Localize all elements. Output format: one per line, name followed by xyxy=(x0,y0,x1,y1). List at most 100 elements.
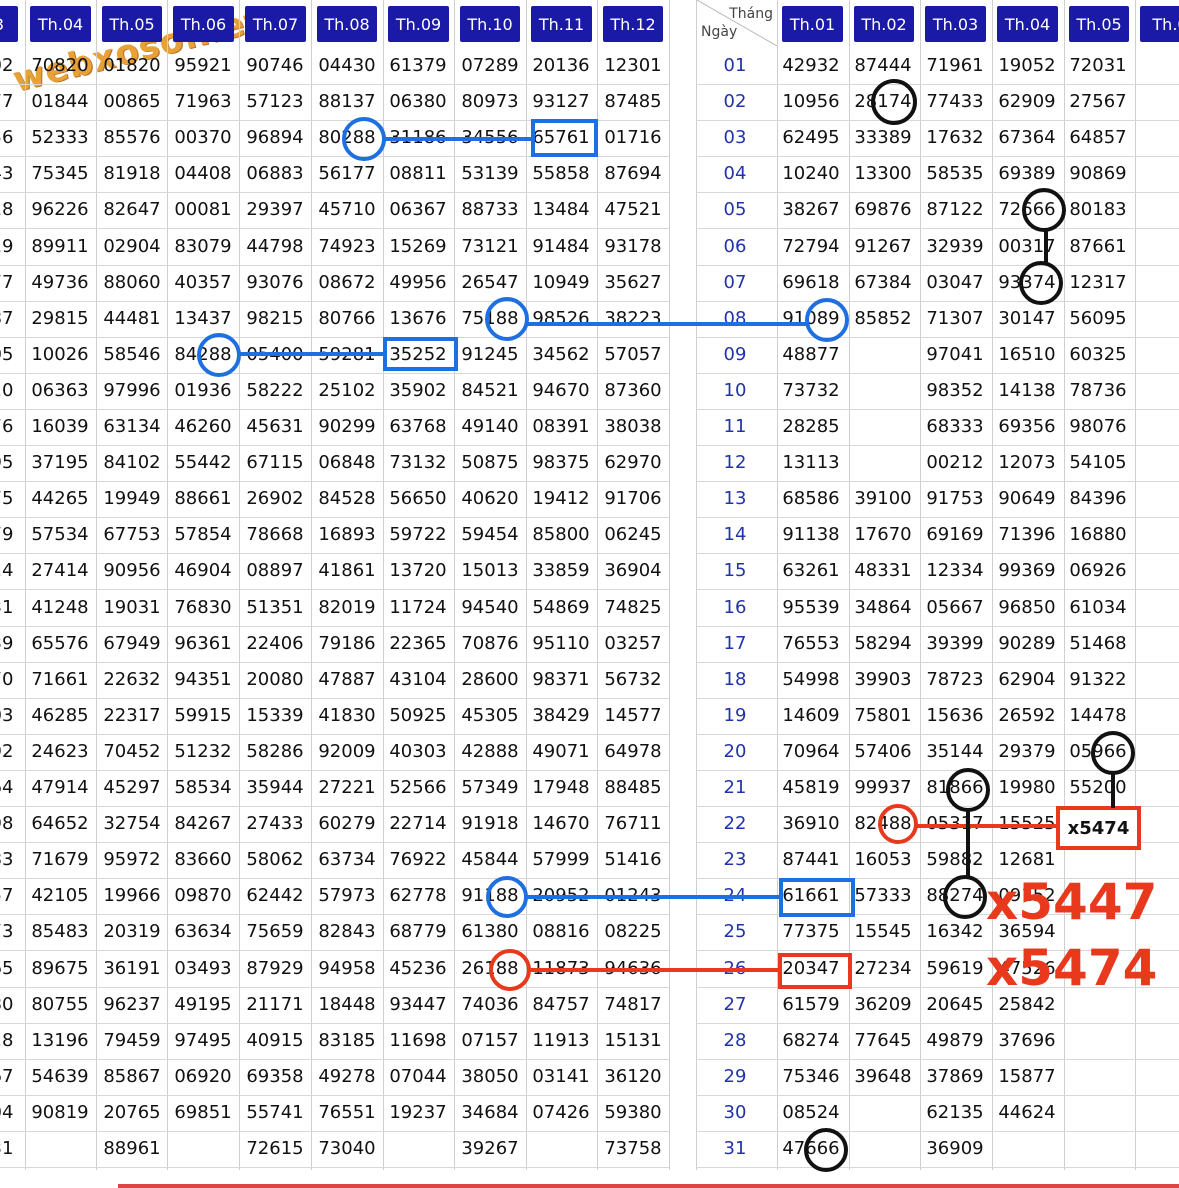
row-divider xyxy=(696,192,1179,194)
month-header-right-1[interactable]: Th.02 xyxy=(854,6,914,42)
result-cell: 05667 xyxy=(926,596,984,618)
result-cell: 97495 xyxy=(174,1029,232,1051)
month-header-6[interactable]: Th.09 xyxy=(388,6,449,42)
result-cell: 11913 xyxy=(532,1029,590,1051)
result-cell: 02904 xyxy=(103,235,161,257)
result-cell: 30147 xyxy=(998,307,1056,329)
result-cell: 36909 xyxy=(926,1138,984,1159)
result-cell: 68586 xyxy=(782,488,840,510)
result-cell: 55741 xyxy=(246,1101,304,1123)
result-cell: 16342 xyxy=(926,921,984,943)
result-cell xyxy=(1062,1095,1134,1131)
month-header-right-4[interactable]: Th.05 xyxy=(1069,6,1129,42)
result-cell: 34562 xyxy=(532,343,590,365)
result-cell: 88060 xyxy=(103,271,161,293)
result-cell xyxy=(847,409,919,445)
month-header-1[interactable]: Th.04 xyxy=(30,6,91,42)
result-cell: 16880 xyxy=(1069,524,1127,546)
day-number: 12 xyxy=(723,452,747,474)
result-cell: 77 xyxy=(0,271,14,293)
day-number: 15 xyxy=(723,560,747,582)
result-cell: 72666 xyxy=(998,199,1056,221)
row-divider xyxy=(696,156,1179,158)
result-cell: 58535 xyxy=(926,163,984,185)
result-cell: 40303 xyxy=(389,740,447,762)
result-cell: 97041 xyxy=(926,343,984,365)
month-header-4[interactable]: Th.07 xyxy=(245,6,306,42)
month-header-8[interactable]: Th.11 xyxy=(531,6,592,42)
result-cell: 87444 xyxy=(854,55,912,76)
result-cell: 67 xyxy=(0,1065,14,1087)
column-divider xyxy=(669,0,670,1170)
result-cell: 19980 xyxy=(998,777,1056,798)
result-cell: 49879 xyxy=(926,1029,984,1051)
result-cell: 19966 xyxy=(103,885,161,907)
result-cell: 40620 xyxy=(461,488,519,510)
month-header-7[interactable]: Th.10 xyxy=(460,6,520,42)
month-header-3[interactable]: Th.06 xyxy=(173,6,234,42)
row-divider xyxy=(0,1022,669,1024)
result-cell: 54639 xyxy=(31,1065,89,1087)
result-cell: 19412 xyxy=(532,488,590,510)
result-cell: 74923 xyxy=(318,235,376,257)
result-cell: 36594 xyxy=(998,921,1056,943)
result-cell: 98 xyxy=(0,813,14,835)
result-cell: 76551 xyxy=(318,1101,376,1123)
result-cell: 50925 xyxy=(389,704,447,726)
result-cell: 00081 xyxy=(174,199,232,221)
month-header-right-0[interactable]: Th.01 xyxy=(782,6,843,42)
result-cell: 31186 xyxy=(389,127,447,149)
result-cell: 60279 xyxy=(318,813,376,835)
result-cell: 84521 xyxy=(461,379,519,401)
month-header-2[interactable]: Th.05 xyxy=(102,6,162,42)
result-cell: 56650 xyxy=(389,488,447,510)
result-cell: 49956 xyxy=(389,271,447,293)
result-cell: 84528 xyxy=(318,488,376,510)
result-cell: 70 xyxy=(0,668,14,690)
result-cell: 36904 xyxy=(604,560,662,582)
result-cell: 00317 xyxy=(998,235,1056,257)
result-cell: 48877 xyxy=(782,343,840,365)
result-cell: 57 xyxy=(0,885,14,907)
result-cell: 04 xyxy=(0,1101,14,1123)
month-header-right-2[interactable]: Th.03 xyxy=(925,6,986,42)
result-cell: 84102 xyxy=(103,452,161,474)
result-cell: 27221 xyxy=(318,777,376,798)
month-header-right-3[interactable]: Th.04 xyxy=(997,6,1058,42)
result-cell: 13300 xyxy=(854,163,912,185)
result-cell: 90299 xyxy=(318,416,376,437)
day-number: 31 xyxy=(723,1138,747,1159)
result-cell: 38267 xyxy=(782,199,840,221)
result-cell: 45236 xyxy=(389,957,447,979)
row-divider xyxy=(696,300,1179,302)
result-cell: 63734 xyxy=(318,849,376,871)
result-cell: 87661 xyxy=(1069,235,1127,257)
result-cell: 98526 xyxy=(532,307,590,329)
result-cell: 06367 xyxy=(389,199,447,221)
result-cell: 91706 xyxy=(604,488,662,510)
result-cell: 42105 xyxy=(31,885,89,907)
column-divider xyxy=(526,0,527,1170)
month-header-0[interactable]: 3 xyxy=(0,6,18,42)
result-cell: 75346 xyxy=(782,1065,840,1087)
row-divider xyxy=(0,1167,669,1168)
result-cell: 09152 xyxy=(998,885,1056,907)
month-header-9[interactable]: Th.12 xyxy=(603,6,663,42)
result-cell: 27567 xyxy=(1069,91,1127,113)
result-cell: 44624 xyxy=(998,1101,1056,1123)
result-cell: 51232 xyxy=(174,740,232,762)
month-header-5[interactable]: Th.08 xyxy=(317,6,377,42)
result-cell: 00212 xyxy=(926,452,984,474)
result-cell: 39903 xyxy=(854,668,912,690)
result-cell: 75 xyxy=(0,488,14,510)
result-cell: 59915 xyxy=(174,704,232,726)
result-cell: 14670 xyxy=(532,813,590,835)
month-header-right-5[interactable]: Th.0 xyxy=(1140,6,1179,42)
result-cell: 58294 xyxy=(854,632,912,654)
day-number: 03 xyxy=(723,127,747,149)
result-cell: 62904 xyxy=(998,668,1056,690)
result-cell: 72615 xyxy=(246,1138,304,1159)
result-cell: 15877 xyxy=(998,1065,1056,1087)
result-cell: 84288 xyxy=(174,343,232,365)
result-cell: 48331 xyxy=(854,560,912,582)
